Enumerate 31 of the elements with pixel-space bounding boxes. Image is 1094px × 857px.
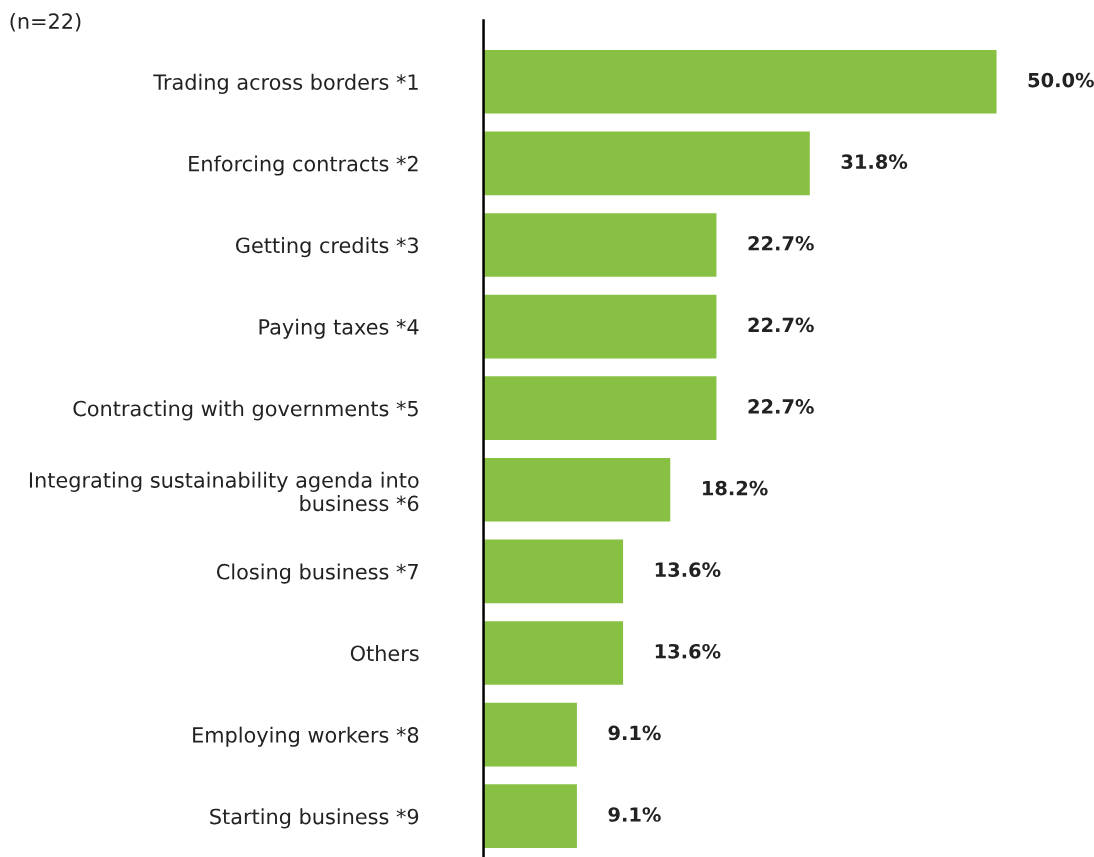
y-tick-label: Enforcing contracts *2 bbox=[189, 155, 418, 176]
bar bbox=[483, 131, 810, 196]
data-label: 22.7% bbox=[748, 399, 814, 414]
y-tick-label: Integrating sustainability agenda into business *6 bbox=[29, 471, 419, 512]
bar bbox=[483, 213, 717, 277]
y-tick-label: Closing business *7 bbox=[216, 563, 418, 584]
data-label: 31.8% bbox=[841, 154, 908, 170]
bar bbox=[483, 49, 997, 114]
y-tick-label: Others bbox=[350, 645, 419, 662]
bar bbox=[483, 294, 717, 359]
bar bbox=[483, 702, 577, 767]
data-label: 50.0% bbox=[1028, 72, 1094, 88]
data-label: 22.7% bbox=[748, 235, 814, 251]
data-label: 18.2% bbox=[703, 480, 768, 496]
y-tick-label: Employing workers *8 bbox=[193, 726, 419, 747]
data-label: 9.1% bbox=[608, 807, 661, 822]
bar bbox=[483, 539, 624, 604]
y-tick-label: Starting business *9 bbox=[210, 808, 419, 829]
text: (n=22) bbox=[10, 12, 81, 32]
bar bbox=[483, 621, 624, 685]
data-label: 9.1% bbox=[608, 725, 661, 741]
data-label: 13.6% bbox=[655, 643, 721, 659]
y-tick-label: Paying taxes *4 bbox=[259, 318, 419, 339]
bar bbox=[483, 376, 717, 441]
y-tick-label: Getting credits *3 bbox=[236, 237, 418, 258]
y-tick-label: Contracting with governments *5 bbox=[73, 400, 418, 421]
y-tick-label: Trading across borders *1 bbox=[153, 73, 418, 95]
data-label: 13.6% bbox=[655, 562, 721, 578]
bar bbox=[483, 457, 671, 522]
bar bbox=[483, 784, 577, 849]
data-label: 22.7% bbox=[748, 317, 814, 333]
